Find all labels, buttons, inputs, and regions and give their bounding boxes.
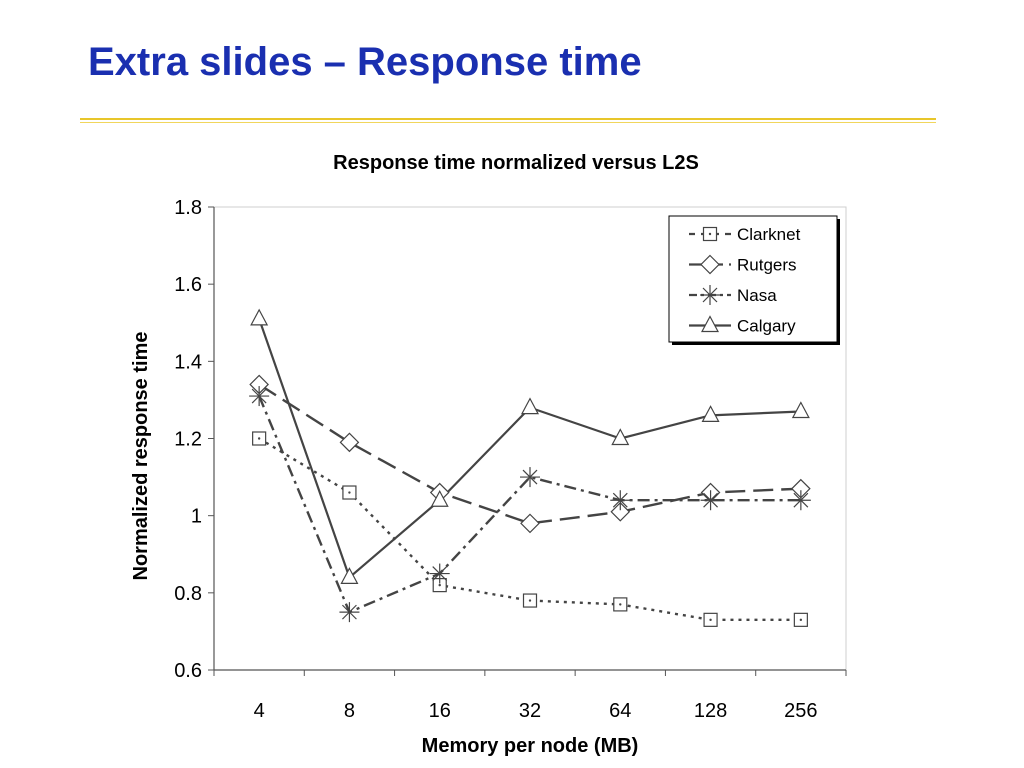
legend-label-rutgers: Rutgers <box>737 256 797 275</box>
data-point-rutgers <box>339 432 360 453</box>
data-point-calgary <box>430 489 449 507</box>
y-tick-label: 0.6 <box>174 660 202 682</box>
legend-label-clarknet: Clarknet <box>737 225 801 244</box>
data-point-rutgers <box>610 501 631 522</box>
marker-dot <box>348 491 351 494</box>
y-tick-label: 1 <box>191 506 202 528</box>
x-axis-label: Memory per node (MB) <box>422 735 639 757</box>
y-tick-label: 1.2 <box>174 429 202 451</box>
data-point-calgary <box>521 397 539 415</box>
x-tick-label: 16 <box>429 700 451 722</box>
x-tick-label: 64 <box>609 700 631 722</box>
x-tick-label: 256 <box>784 700 817 722</box>
legend-marker-rutgers <box>700 254 720 275</box>
data-point-nasa <box>790 490 811 511</box>
title-underline-thin <box>80 122 936 123</box>
y-tick-label: 0.8 <box>174 583 202 605</box>
axes <box>208 206 847 676</box>
legend-marker-calgary <box>701 315 719 333</box>
legend-label-nasa: Nasa <box>737 286 777 305</box>
series-line-calgary <box>258 318 801 579</box>
x-tick-label: 32 <box>519 700 541 722</box>
chart-title: Response time normalized versus L2S <box>333 152 699 174</box>
marker-dot <box>799 618 803 622</box>
y-tick-labels: 0.6 0.8 1 1.2 1.4 1.6 1.8 <box>174 197 202 682</box>
legend: Clarknet Rutgers Nasa Calgary <box>668 215 840 345</box>
y-tick-label: 1.8 <box>174 197 202 219</box>
data-point-nasa <box>520 467 540 488</box>
marker-shape <box>791 401 810 419</box>
x-tick-label: 8 <box>344 700 355 722</box>
y-tick-label: 1.6 <box>174 274 202 296</box>
series-line-nasa <box>258 395 801 614</box>
legend-box <box>668 215 838 343</box>
data-point-clarknet <box>252 431 267 446</box>
slide-title: Extra slides – Response time <box>88 40 642 84</box>
marker-shape <box>430 489 449 507</box>
x-tick-label: 128 <box>694 700 727 722</box>
data-point-calgary <box>791 401 810 419</box>
marker-shape <box>520 513 540 534</box>
data-point-nasa <box>610 490 631 511</box>
marker-shape <box>700 254 720 275</box>
marker-shape <box>521 397 539 415</box>
data-point-calgary <box>340 567 359 585</box>
y-tick-label: 1.4 <box>174 351 202 373</box>
data-point-nasa <box>429 563 450 584</box>
data-point-clarknet <box>522 593 538 608</box>
data-point-clarknet <box>613 597 628 612</box>
marker-shape <box>250 308 269 326</box>
marker-dot <box>619 603 622 606</box>
y-axis-label: Normalized response time <box>130 332 152 581</box>
marker-dot <box>528 599 532 602</box>
marker-shape <box>611 428 630 446</box>
marker-shape <box>610 501 631 522</box>
marker-shape <box>340 567 359 585</box>
data-point-clarknet <box>703 612 718 627</box>
data-point-clarknet <box>793 612 808 627</box>
legend-marker-clarknet <box>702 226 718 242</box>
marker-shape <box>701 315 719 333</box>
legend-label-calgary: Calgary <box>737 317 796 336</box>
series-markers <box>249 308 811 627</box>
data-point-nasa <box>249 386 270 407</box>
x-tick-label: 4 <box>254 700 265 722</box>
marker-dot <box>709 618 712 622</box>
x-tick-labels: 4 8 16 32 64 128 256 <box>254 700 818 722</box>
marker-shape <box>701 405 720 422</box>
legend-marker-nasa <box>700 285 720 305</box>
data-point-nasa <box>700 490 721 511</box>
marker-dot <box>257 437 261 440</box>
data-point-calgary <box>611 428 630 446</box>
marker-dot <box>438 583 441 587</box>
data-point-rutgers <box>520 513 540 534</box>
data-point-calgary <box>701 405 720 422</box>
data-point-calgary <box>250 308 269 326</box>
marker-dot <box>708 232 712 236</box>
data-point-clarknet <box>342 485 357 500</box>
data-point-nasa <box>339 602 360 623</box>
title-underline <box>80 118 936 120</box>
marker-shape <box>339 432 360 453</box>
